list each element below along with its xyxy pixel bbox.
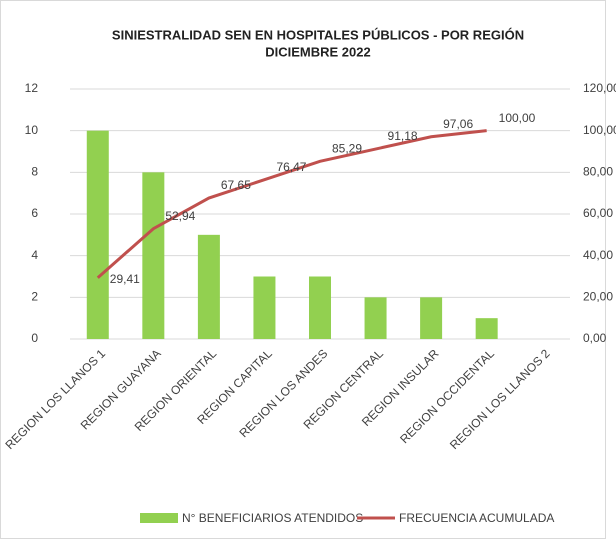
data-label: 85,29 [332,141,362,155]
y2-tick-label: 20,00 [583,290,613,304]
chart-subtitle: DICIEMBRE 2022 [265,44,370,59]
bar [309,276,331,339]
y-tick-label: 4 [31,248,38,262]
bar [142,172,165,339]
data-label: 97,06 [443,117,473,131]
legend-label: FRECUENCIA ACUMULADA [399,511,554,525]
y2-tick-label: 0,00 [583,331,607,345]
y2-tick-label: 100,00 [583,123,616,137]
data-label: 91,18 [388,129,418,143]
y2-tick-label: 80,00 [583,165,613,179]
bar [420,297,443,339]
data-label: 52,94 [165,209,195,223]
bar [253,276,276,339]
bar [475,318,498,339]
y-tick-label: 6 [31,206,38,220]
legend-label: N° BENEFICIARIOS ATENDIDOS [182,511,363,525]
data-label: 67,65 [221,178,251,192]
bar [86,130,109,339]
y2-tick-label: 120,00 [583,81,616,95]
chart-title: SINIESTRALIDAD SEN EN HOSPITALES PÚBLICO… [112,27,524,42]
data-label: 100,00 [499,111,536,125]
bar [364,297,387,339]
y-tick-label: 12 [25,81,39,95]
data-label: 29,41 [110,272,140,286]
legend-swatch [140,513,178,523]
data-label: 76,47 [276,160,306,174]
y-tick-label: 2 [31,290,38,304]
y-tick-label: 8 [31,165,38,179]
y-tick-label: 10 [25,123,39,137]
y2-tick-label: 40,00 [583,248,613,262]
y-tick-label: 0 [31,331,38,345]
y2-tick-label: 60,00 [583,206,613,220]
bar [197,234,220,339]
line [96,129,487,279]
